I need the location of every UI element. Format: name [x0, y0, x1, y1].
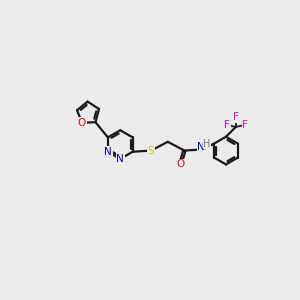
- Text: N: N: [104, 147, 112, 157]
- Text: O: O: [176, 159, 184, 170]
- Text: N: N: [116, 154, 124, 164]
- Text: N: N: [197, 142, 205, 152]
- Text: O: O: [78, 118, 86, 128]
- Text: F: F: [242, 120, 248, 130]
- Text: H: H: [203, 139, 211, 149]
- Text: S: S: [148, 146, 154, 156]
- Text: F: F: [233, 112, 239, 122]
- Text: F: F: [224, 120, 230, 130]
